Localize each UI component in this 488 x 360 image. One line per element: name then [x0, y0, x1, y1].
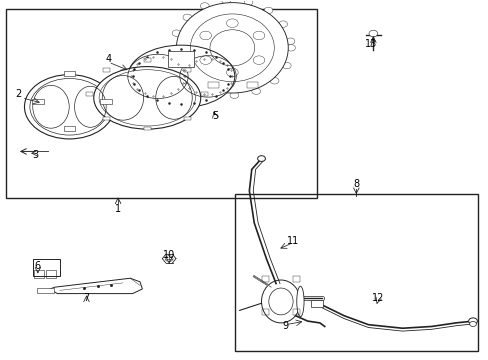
Bar [100, 99, 112, 104]
Bar [143, 58, 150, 62]
Bar [167, 51, 194, 67]
Bar [261, 309, 269, 315]
Bar [32, 99, 43, 104]
Circle shape [282, 62, 290, 69]
Ellipse shape [127, 45, 234, 108]
Circle shape [468, 321, 475, 327]
Text: 5: 5 [212, 111, 218, 121]
Text: 4: 4 [105, 54, 111, 64]
Polygon shape [50, 278, 142, 294]
Circle shape [270, 77, 278, 84]
Bar [261, 276, 269, 282]
Bar [246, 82, 257, 88]
Circle shape [285, 38, 294, 44]
Ellipse shape [94, 67, 201, 129]
Ellipse shape [261, 280, 300, 323]
Text: 3: 3 [32, 150, 39, 160]
Circle shape [222, 0, 230, 4]
Text: 13: 13 [364, 39, 376, 49]
Text: 9: 9 [282, 321, 288, 332]
Circle shape [188, 80, 197, 86]
Circle shape [207, 89, 216, 96]
Bar [34, 270, 44, 278]
Circle shape [278, 21, 287, 27]
Circle shape [183, 14, 191, 21]
Bar [6, 9, 317, 198]
Circle shape [169, 48, 178, 54]
Circle shape [175, 66, 183, 72]
Text: 10: 10 [163, 250, 175, 260]
Circle shape [244, 0, 252, 5]
Circle shape [257, 156, 265, 161]
Circle shape [229, 92, 238, 99]
Circle shape [264, 7, 272, 14]
Bar [310, 300, 323, 307]
Text: 7: 7 [83, 293, 89, 303]
Bar [292, 276, 300, 282]
Bar [86, 93, 93, 96]
Bar [292, 309, 300, 315]
Bar [63, 71, 75, 76]
Bar [201, 93, 207, 96]
Ellipse shape [24, 75, 114, 139]
Ellipse shape [176, 3, 287, 93]
Bar [184, 68, 191, 72]
Text: 6: 6 [35, 261, 41, 271]
Bar [37, 288, 54, 293]
Text: 2: 2 [15, 89, 21, 99]
Circle shape [251, 88, 260, 94]
Text: 8: 8 [352, 179, 359, 189]
Bar [103, 117, 110, 120]
Circle shape [286, 45, 295, 51]
Bar [63, 126, 75, 131]
Bar [184, 117, 191, 120]
Bar [143, 127, 150, 130]
Circle shape [165, 256, 173, 261]
Text: 1: 1 [115, 203, 121, 213]
Ellipse shape [296, 286, 304, 317]
Bar [33, 258, 60, 276]
Circle shape [200, 3, 209, 9]
Text: 12: 12 [371, 293, 384, 303]
Circle shape [172, 30, 181, 36]
Text: 11: 11 [286, 236, 299, 246]
Bar [207, 82, 218, 88]
Bar [103, 68, 110, 72]
Bar [46, 270, 56, 278]
Bar [234, 194, 477, 351]
Circle shape [468, 318, 476, 324]
Circle shape [368, 30, 377, 37]
